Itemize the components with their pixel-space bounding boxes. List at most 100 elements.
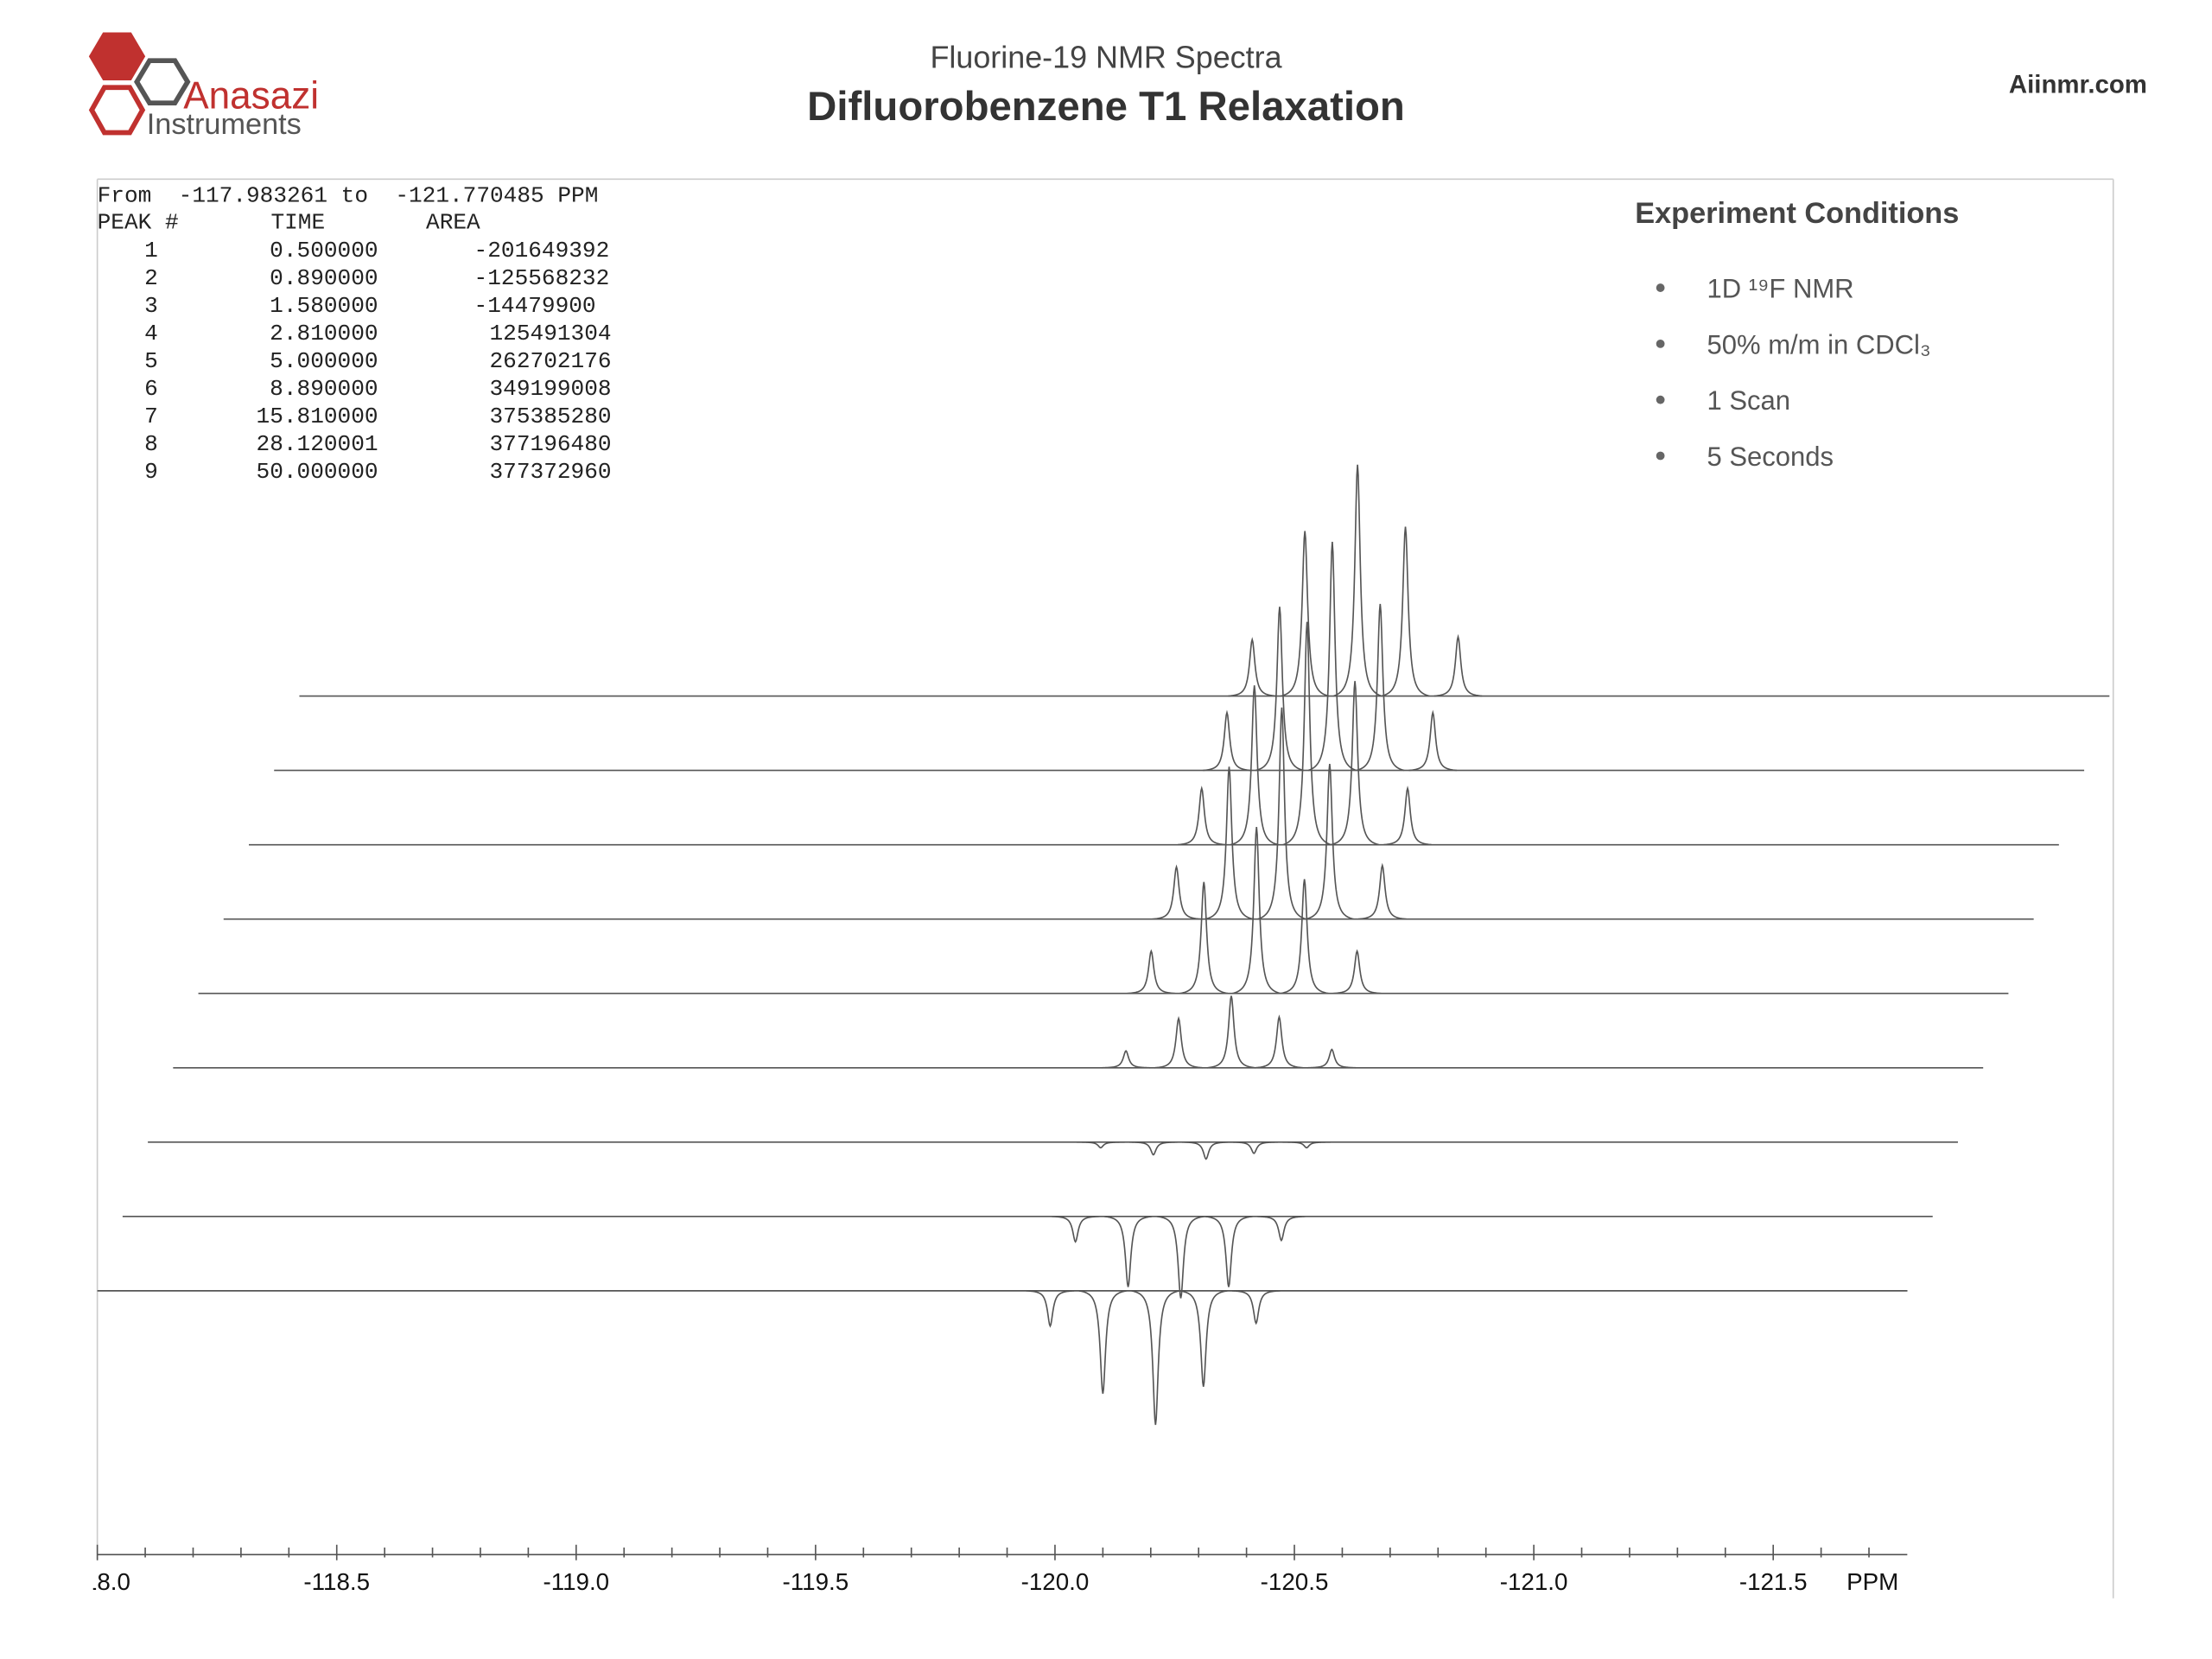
peak — [1383, 785, 1432, 846]
peak — [1230, 685, 1279, 846]
x-tick-label: -118.5 — [303, 1568, 370, 1595]
peak — [1156, 1216, 1205, 1299]
condition: 50% m/m in CDCl₃ — [1707, 329, 1931, 359]
peak — [1255, 607, 1304, 772]
peak — [1408, 709, 1458, 772]
table-cell: 28.120001 — [257, 431, 378, 457]
table-cell: 3 — [144, 293, 158, 319]
table-header: AREA — [426, 209, 480, 235]
bullet — [1656, 451, 1665, 461]
peak — [1205, 766, 1254, 920]
peak — [1103, 1216, 1153, 1287]
table-cell: 377372960 — [490, 459, 612, 485]
logo-hex — [88, 85, 146, 136]
table-cell: 8 — [144, 431, 158, 457]
table-cell: 5.000000 — [270, 348, 378, 374]
condition: 5 Seconds — [1707, 442, 1834, 472]
peak — [1203, 709, 1251, 772]
table-cell: -201649392 — [474, 238, 610, 264]
peak — [1307, 542, 1357, 772]
brand-sub: Instruments — [147, 108, 302, 141]
table-cell: 375385280 — [490, 404, 612, 429]
table-cell: 4 — [144, 321, 158, 346]
x-tick-label: -121.5 — [1739, 1568, 1808, 1595]
table-cell: 7 — [144, 404, 158, 429]
peak — [1331, 681, 1380, 846]
table-cell: 6 — [144, 376, 158, 402]
brand: Anasazi — [183, 75, 319, 118]
table-range: From -117.983261 to -121.770485 PPM — [98, 182, 599, 208]
table-cell: 0.890000 — [270, 265, 378, 291]
peak — [1307, 1048, 1357, 1069]
table-cell: 1 — [144, 238, 158, 264]
peak — [1154, 1015, 1203, 1069]
table-cell: 262702176 — [490, 348, 612, 374]
table-cell: 125491304 — [490, 321, 612, 346]
peak — [1433, 633, 1483, 697]
peak — [1282, 621, 1332, 846]
peak — [1182, 1141, 1230, 1160]
x-tick-label: -120.5 — [1261, 1568, 1329, 1595]
peak — [1333, 464, 1382, 697]
table-cell: 377196480 — [490, 431, 612, 457]
peak — [1255, 1014, 1304, 1069]
table-cell: 15.810000 — [257, 404, 378, 429]
table-cell: 1.580000 — [270, 293, 378, 319]
peak — [1102, 1049, 1150, 1069]
peak — [1179, 881, 1229, 995]
peak — [1127, 949, 1176, 995]
peak — [1282, 1141, 1331, 1149]
peak — [1205, 1216, 1253, 1287]
table-cell: 2.810000 — [270, 321, 378, 346]
conditions-title: Experiment Conditions — [1635, 197, 1959, 230]
frame — [96, 178, 2114, 1599]
table-cell: 8.890000 — [270, 376, 378, 402]
table-header: PEAK # — [98, 209, 179, 235]
peak — [1078, 1290, 1128, 1395]
peak — [1305, 764, 1354, 920]
x-tick-label: -120.0 — [1021, 1568, 1090, 1595]
condition: 1 Scan — [1707, 385, 1791, 416]
peak — [1257, 1216, 1306, 1243]
bullet — [1656, 283, 1665, 292]
logo: Anasazi Instruments — [88, 32, 319, 141]
x-tick-label: -121.0 — [1500, 1568, 1568, 1595]
condition: 1D ¹⁹F NMR — [1707, 273, 1854, 303]
x-tick-label: -119.0 — [543, 1568, 609, 1595]
peak — [1177, 785, 1226, 846]
x-tick-label: -118.0 — [64, 1568, 130, 1595]
peak — [1381, 526, 1430, 697]
x-tick-label: -119.5 — [783, 1568, 849, 1595]
table-cell: 50.000000 — [257, 459, 378, 485]
table-cell: -14479900 — [474, 293, 596, 319]
logo-hex — [88, 32, 146, 81]
table-cell: 9 — [144, 459, 158, 485]
table-cell: 349199008 — [490, 376, 612, 402]
table-header: TIME — [270, 209, 325, 235]
chart-title: Difluorobenzene T1 Relaxation — [807, 84, 1405, 130]
table-cell: -125568232 — [474, 265, 610, 291]
peak — [1179, 1290, 1228, 1388]
peak — [1228, 637, 1277, 697]
peak — [1232, 826, 1281, 995]
peak — [1332, 949, 1382, 995]
peak — [1281, 531, 1330, 697]
chart-subtitle: Fluorine-19 NMR Spectra — [930, 39, 1281, 74]
peak — [1358, 862, 1407, 920]
peak — [1051, 1216, 1100, 1243]
peak — [1026, 1290, 1075, 1328]
x-axis-label: PPM — [1847, 1568, 1898, 1595]
peak — [1231, 1290, 1281, 1325]
peak — [1257, 707, 1306, 920]
peak — [1280, 879, 1329, 995]
peak — [1207, 995, 1255, 1069]
peak — [1077, 1141, 1125, 1149]
site: Aiinmr.com — [2009, 71, 2147, 99]
logo-hex — [134, 58, 191, 106]
peak — [1230, 1141, 1278, 1154]
peak — [1152, 864, 1201, 920]
bullet — [1656, 395, 1665, 404]
table-cell: 0.500000 — [270, 238, 378, 264]
